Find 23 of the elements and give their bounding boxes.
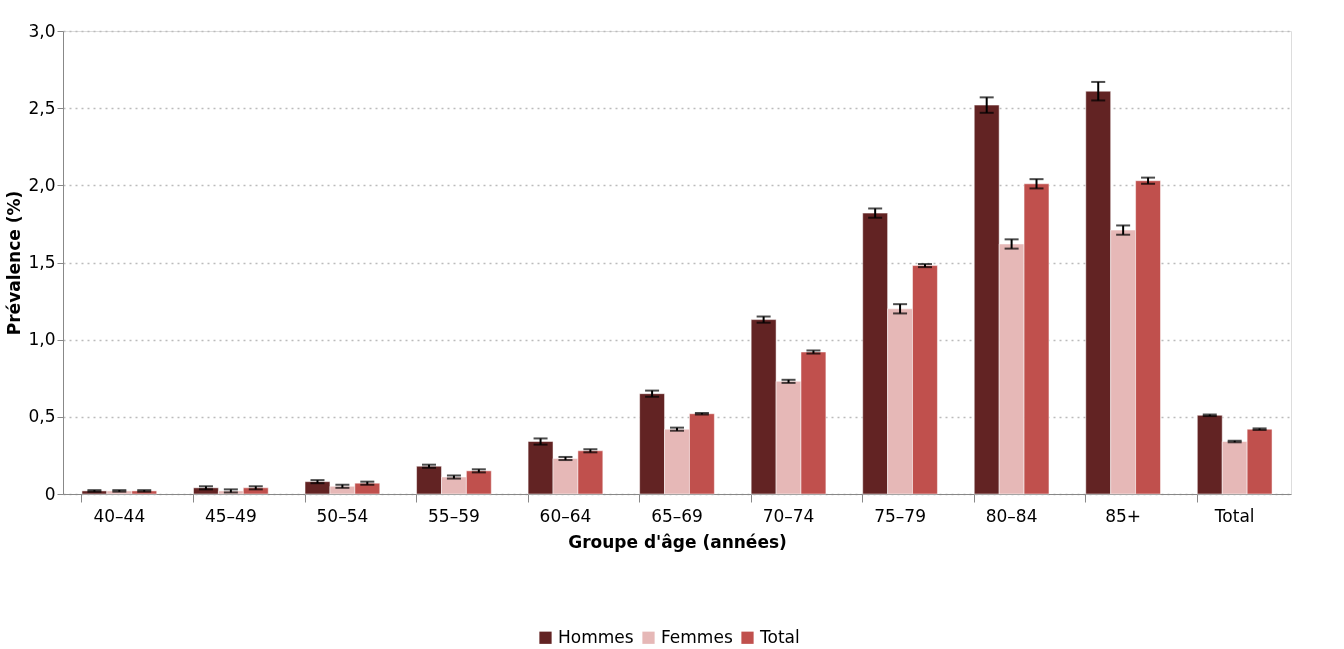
x-tick-label: 65–69 [651, 505, 703, 526]
x-tick-label: 50–54 [316, 505, 369, 526]
x-tick-label: 55–59 [428, 505, 480, 526]
y-axis-title: Prévalence (%) [4, 190, 25, 336]
x-tick-label: 45–49 [204, 505, 257, 526]
y-tick-label: 0 [44, 483, 56, 504]
x-tick-label: 40–44 [93, 505, 146, 526]
y-tick-label: 0,5 [28, 406, 56, 427]
x-tick-label: 70–74 [762, 505, 815, 526]
x-tick-label: 75–79 [874, 505, 926, 526]
y-tick-label: 3,0 [28, 20, 56, 41]
legend-label: Total [759, 626, 800, 647]
legend-label: Femmes [661, 626, 733, 647]
x-tick-label: 60–64 [539, 505, 592, 526]
x-axis-title: Groupe d'âge (années) [568, 531, 787, 552]
legend-label: Hommes [558, 626, 634, 647]
y-tick-label: 2,5 [28, 97, 56, 118]
y-tick-label: 2,0 [28, 174, 56, 195]
x-tick-label: 85+ [1105, 505, 1142, 526]
y-tick-label: 1,5 [28, 252, 56, 272]
x-tick-label: Total [1213, 505, 1255, 526]
y-tick-label: 1,0 [28, 329, 56, 350]
x-tick-label: 80–84 [985, 505, 1038, 526]
